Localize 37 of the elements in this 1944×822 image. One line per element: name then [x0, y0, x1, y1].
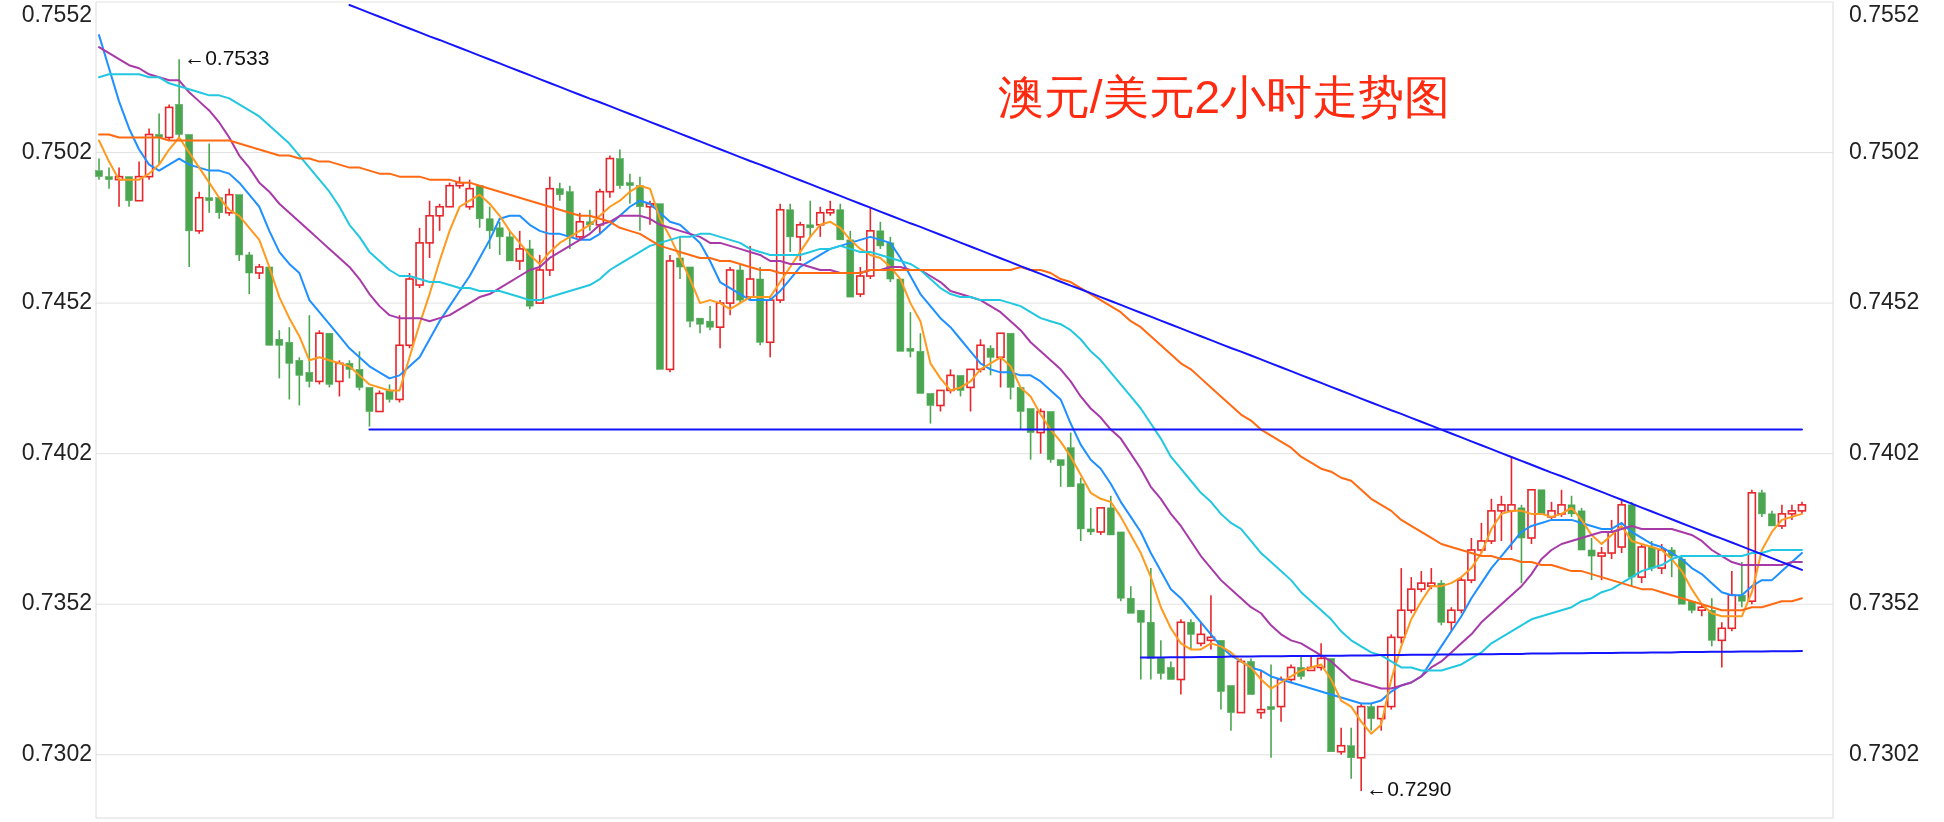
candlestick	[556, 181, 564, 202]
y-tick-label: 0.7402	[21, 438, 92, 465]
candlestick	[105, 166, 113, 190]
candlestick	[155, 112, 163, 166]
y-tick-label: 0.7302	[21, 739, 92, 766]
candlestick	[1157, 639, 1165, 681]
candlestick	[1076, 476, 1085, 542]
y2-tick-label: 0.7452	[1849, 288, 1920, 315]
y2-tick-label: 0.7352	[1849, 589, 1920, 616]
y2-tick-label: 0.7402	[1849, 438, 1920, 465]
y-tick-label: 0.7452	[21, 288, 92, 315]
y-tick-label: 0.7502	[21, 137, 92, 164]
candlestick	[1147, 567, 1155, 681]
y2-tick-label: 0.7302	[1849, 739, 1920, 766]
annotation: ←0.7533	[184, 45, 270, 69]
candlestick	[1738, 561, 1746, 609]
line-series	[98, 133, 1803, 612]
candlestick	[616, 148, 624, 190]
candlestick	[95, 157, 103, 181]
y-tick-label: 0.7352	[21, 589, 92, 616]
candlestick	[626, 172, 634, 205]
candlestick	[515, 230, 525, 271]
line-series	[98, 136, 1803, 735]
candlestick	[1347, 726, 1355, 780]
text: 澳元/美元2小时走势图	[997, 71, 1451, 124]
candlestick	[786, 202, 794, 253]
line-series	[348, 4, 1803, 571]
y-tick-label: 0.7552	[21, 1, 92, 28]
annotation: ←0.7290	[1366, 777, 1452, 801]
candlestick	[205, 142, 213, 214]
candlestick	[1717, 621, 1727, 669]
candlestick	[1708, 597, 1716, 648]
y2-tick-label: 0.7552	[1849, 1, 1920, 28]
candlestick	[806, 199, 814, 238]
y2-tick-label: 0.7502	[1849, 137, 1920, 164]
candlestick	[1187, 618, 1195, 651]
candlestick	[1267, 663, 1275, 759]
